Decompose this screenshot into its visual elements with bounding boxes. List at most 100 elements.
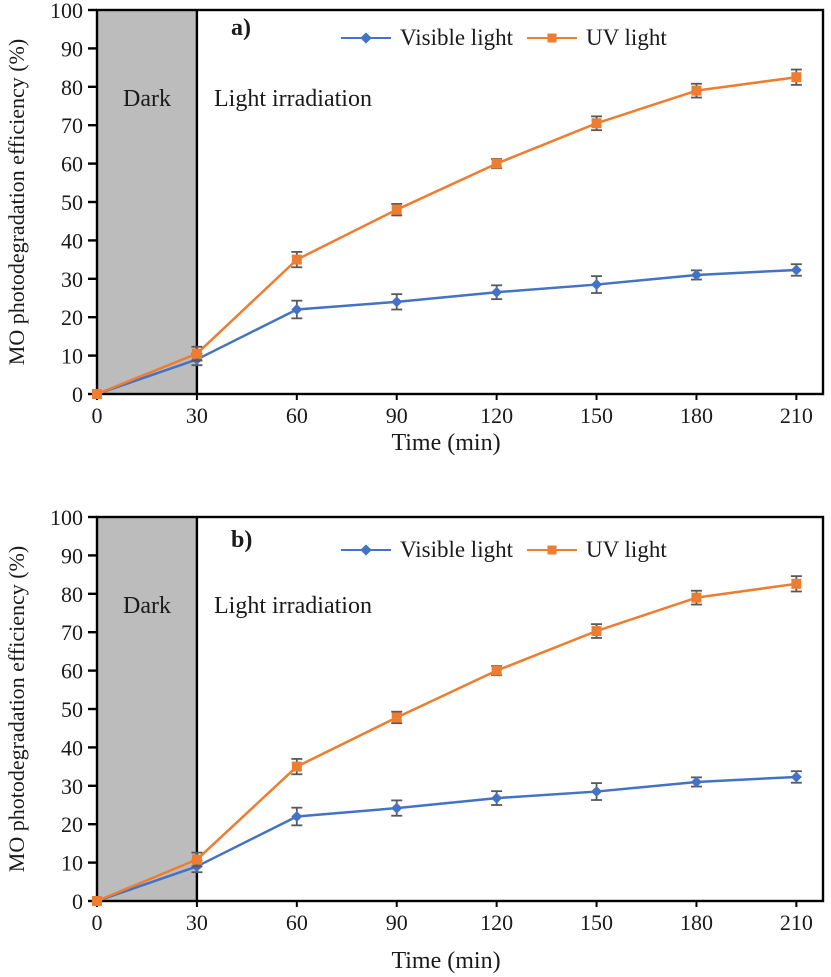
x-tick-label: 120: [480, 910, 513, 935]
y-tick-label: 30: [61, 774, 83, 799]
diamond-marker-icon: [491, 792, 503, 804]
chart-panel-b: 0 10 20 30 40 50 60 70 80 90 100 0 30 60 90 120 150 180 21…: [0, 507, 831, 977]
dark-region-label: Dark: [123, 593, 171, 619]
square-marker-icon: [591, 118, 602, 129]
visible-light-series-icon: [341, 31, 391, 45]
legend-label-visible-light: Visible light: [400, 25, 513, 50]
y-tick-label: 70: [61, 113, 83, 138]
plot-area-b: 0 10 20 30 40 50 60 70 80 90 100 0 30 60 90 120 150 180 21…: [50, 507, 825, 935]
square-marker-icon: [491, 665, 502, 676]
panel-label-a: a): [231, 15, 251, 41]
square-marker-icon: [291, 761, 302, 772]
y-tick-label: 100: [50, 0, 83, 23]
y-tick-label: 20: [61, 812, 83, 837]
square-marker-icon: [547, 33, 557, 43]
diamond-marker-icon: [591, 786, 603, 798]
square-marker-icon: [547, 545, 557, 555]
x-tick-label: 210: [780, 910, 813, 935]
x-tick-label: 210: [780, 403, 813, 428]
diamond-marker-icon: [790, 771, 802, 783]
legend-item-visible-light: Visible light: [341, 25, 513, 51]
x-tick-label: 30: [186, 403, 208, 428]
light-region-label: Light irradiation: [214, 86, 372, 112]
chart-panel-a: 0 10 20 30 40 50 60 70 80 90 100 0 30 60 90 120 150 180 21…: [0, 0, 831, 470]
dark-region: [97, 10, 197, 394]
y-tick-label: 30: [61, 267, 83, 292]
diamond-marker-icon: [591, 279, 603, 291]
y-tick-label: 20: [61, 305, 83, 330]
x-tick-label: 120: [480, 403, 513, 428]
x-tick-label: 60: [286, 910, 308, 935]
light-region-label: Light irradiation: [214, 593, 372, 619]
x-tick-label: 90: [386, 403, 408, 428]
y-tick-label: 40: [61, 228, 83, 253]
series-line-visible-light: [96, 268, 797, 396]
legend-label-uv-light: UV light: [585, 25, 667, 50]
y-tick-label: 10: [61, 851, 83, 876]
x-tick-label: 0: [92, 910, 103, 935]
y-tick-label: 50: [61, 190, 83, 215]
series-line-uv-light: [96, 582, 797, 903]
y-tick-label: 90: [61, 36, 83, 61]
square-marker-icon: [591, 626, 602, 637]
y-tick-label: 50: [61, 697, 83, 722]
y-tick-label: 80: [61, 75, 83, 100]
plot-frame: [95, 8, 825, 396]
square-marker-icon: [391, 204, 402, 215]
x-tick-label: 60: [286, 403, 308, 428]
diamond-marker-icon: [690, 776, 702, 788]
series-line-uv-light: [96, 75, 797, 396]
legend: Visible light UV light: [341, 25, 667, 51]
y-tick-label: 0: [72, 889, 83, 914]
square-marker-icon: [291, 254, 302, 265]
y-axis-title: MO photodegradation efficiency (%): [4, 545, 29, 873]
y-tick-label: 90: [61, 543, 83, 568]
diamond-marker-icon: [391, 296, 403, 308]
x-tick-label: 180: [680, 910, 713, 935]
x-axis-title: Time (min): [391, 430, 501, 456]
x-tick-label: 150: [580, 403, 613, 428]
x-tick-label: 90: [386, 910, 408, 935]
y-tick-label: 10: [61, 344, 83, 369]
legend-item-uv-light: UV light: [526, 25, 667, 51]
uv-light-series-icon: [526, 31, 577, 45]
x-tick-label: 0: [92, 403, 103, 428]
square-marker-icon: [691, 592, 702, 603]
diamond-marker-icon: [360, 544, 372, 556]
x-axis-title: Time (min): [391, 948, 501, 974]
dark-region: [97, 517, 197, 901]
square-marker-icon: [191, 348, 202, 359]
panel-label-b: b): [231, 527, 253, 553]
plot-frame: [95, 515, 825, 903]
diamond-marker-icon: [360, 32, 372, 44]
legend-item-visible-light: Visible light: [341, 537, 513, 563]
square-marker-icon: [92, 896, 102, 906]
visible-light-series-icon: [341, 543, 391, 557]
x-tick-label: 30: [186, 910, 208, 935]
y-tick-label: 70: [61, 620, 83, 645]
square-marker-icon: [391, 712, 402, 723]
legend-item-uv-light: UV light: [526, 537, 667, 563]
square-marker-icon: [791, 578, 802, 589]
square-marker-icon: [491, 158, 502, 169]
diamond-marker-icon: [291, 811, 303, 823]
diamond-marker-icon: [291, 304, 303, 316]
x-tick-label: 180: [680, 403, 713, 428]
series-line-visible-light: [96, 775, 797, 903]
diamond-marker-icon: [491, 286, 503, 298]
y-tick-label: 80: [61, 582, 83, 607]
y-tick-label: 60: [61, 152, 83, 177]
legend: Visible light UV light: [341, 537, 667, 563]
y-tick-label: 100: [50, 507, 83, 530]
uv-light-series-icon: [526, 543, 577, 557]
y-axis-title: MO photodegradation efficiency (%): [4, 38, 29, 366]
legend-label-visible-light: Visible light: [400, 537, 513, 562]
square-marker-icon: [191, 854, 202, 865]
diamond-marker-icon: [391, 802, 403, 814]
plot-area-a: 0 10 20 30 40 50 60 70 80 90 100 0 30 60 90 120 150 180 21…: [50, 0, 825, 428]
y-tick-label: 40: [61, 735, 83, 760]
x-tick-label: 150: [580, 910, 613, 935]
legend-label-uv-light: UV light: [585, 537, 667, 562]
diamond-marker-icon: [790, 264, 802, 276]
square-marker-icon: [791, 72, 802, 83]
